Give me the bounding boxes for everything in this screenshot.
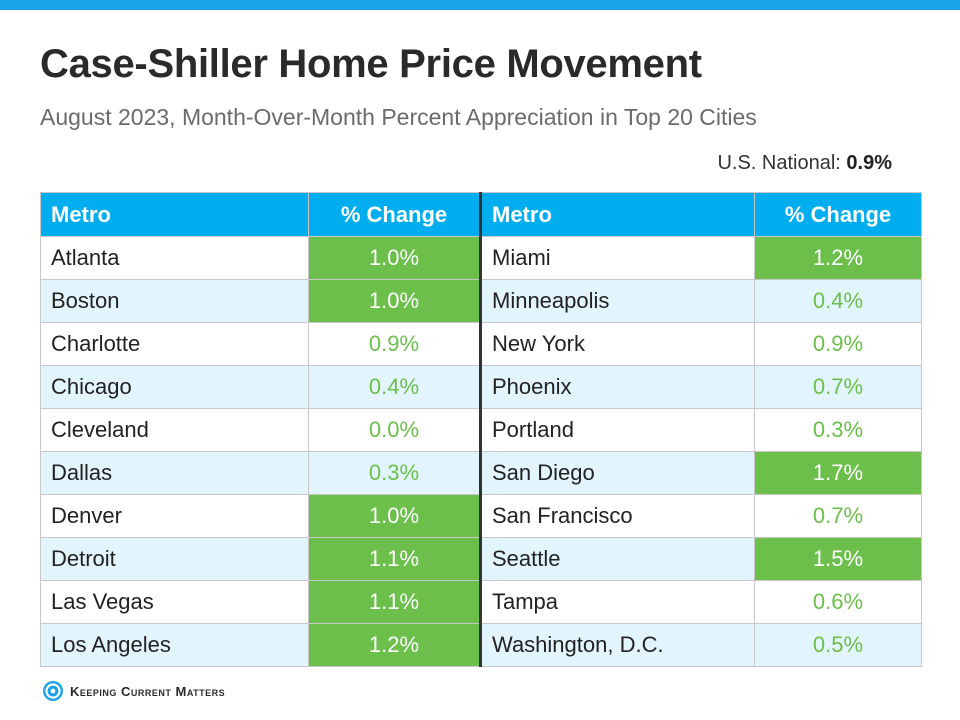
- kcm-logo: Keeping Current Matters: [42, 680, 225, 702]
- change-cell: 0.7%: [754, 494, 922, 538]
- metro-cell: Dallas: [40, 451, 309, 495]
- change-cell: 0.9%: [308, 322, 481, 366]
- table-row: Los Angeles 1.2% Washington, D.C. 0.5%: [40, 623, 922, 667]
- metro-cell: Chicago: [40, 365, 309, 409]
- page-title: Case-Shiller Home Price Movement: [40, 42, 702, 86]
- column-header-change-right: % Change: [754, 192, 922, 237]
- price-table: Metro % Change Metro % Change Atlanta 1.0…: [40, 192, 922, 667]
- table-header-row: Metro % Change Metro % Change: [40, 192, 922, 237]
- metro-cell: Atlanta: [40, 236, 309, 280]
- kcm-logo-icon: [43, 681, 63, 701]
- change-cell: 1.1%: [308, 580, 481, 624]
- table-body: Atlanta 1.0% Miami 1.2% Boston 1.0% Minneapoli…: [40, 236, 922, 667]
- change-cell: 1.1%: [308, 537, 481, 581]
- metro-cell: Las Vegas: [40, 580, 309, 624]
- national-figure: U.S. National: 0.9%: [717, 152, 892, 175]
- change-cell: 1.5%: [754, 537, 922, 581]
- change-cell: 1.7%: [754, 451, 922, 495]
- change-cell: 0.7%: [754, 365, 922, 409]
- change-cell: 1.2%: [308, 623, 481, 667]
- metro-cell: Washington, D.C.: [479, 623, 755, 667]
- table-row: Las Vegas 1.1% Tampa 0.6%: [40, 580, 922, 624]
- metro-cell: Seattle: [479, 537, 755, 581]
- metro-cell: Boston: [40, 279, 309, 323]
- metro-cell: Cleveland: [40, 408, 309, 452]
- change-cell: 0.0%: [308, 408, 481, 452]
- national-value: 0.9%: [846, 152, 892, 174]
- metro-cell: Tampa: [479, 580, 755, 624]
- table-row: Charlotte 0.9% New York 0.9%: [40, 322, 922, 366]
- change-cell: 0.6%: [754, 580, 922, 624]
- change-cell: 0.3%: [308, 451, 481, 495]
- metro-cell: New York: [479, 322, 755, 366]
- change-cell: 1.0%: [308, 279, 481, 323]
- change-cell: 1.0%: [308, 494, 481, 538]
- change-cell: 0.5%: [754, 623, 922, 667]
- page-subtitle: August 2023, Month-Over-Month Percent Ap…: [40, 104, 757, 130]
- metro-cell: Phoenix: [479, 365, 755, 409]
- table-row: Chicago 0.4% Phoenix 0.7%: [40, 365, 922, 409]
- metro-cell: Denver: [40, 494, 309, 538]
- table-row: Boston 1.0% Minneapolis 0.4%: [40, 279, 922, 323]
- table-row: Detroit 1.1% Seattle 1.5%: [40, 537, 922, 581]
- metro-cell: Los Angeles: [40, 623, 309, 667]
- table-row: Dallas 0.3% San Diego 1.7%: [40, 451, 922, 495]
- logo-text: Keeping Current Matters: [70, 683, 226, 699]
- metro-cell: Minneapolis: [479, 279, 755, 323]
- column-header-change-left: % Change: [308, 192, 481, 237]
- metro-cell: San Diego: [479, 451, 755, 495]
- metro-cell: Charlotte: [40, 322, 309, 366]
- top-accent-bar: [0, 0, 960, 10]
- change-cell: 0.9%: [754, 322, 922, 366]
- change-cell: 0.4%: [308, 365, 481, 409]
- national-label: U.S. National:: [717, 152, 841, 174]
- change-cell: 0.4%: [754, 279, 922, 323]
- column-header-metro-right: Metro: [479, 192, 755, 237]
- metro-cell: Miami: [479, 236, 755, 280]
- table-row: Atlanta 1.0% Miami 1.2%: [40, 236, 922, 280]
- metro-cell: Portland: [479, 408, 755, 452]
- table-row: Denver 1.0% San Francisco 0.7%: [40, 494, 922, 538]
- change-cell: 1.2%: [754, 236, 922, 280]
- metro-cell: Detroit: [40, 537, 309, 581]
- table-row: Cleveland 0.0% Portland 0.3%: [40, 408, 922, 452]
- change-cell: 0.3%: [754, 408, 922, 452]
- metro-cell: San Francisco: [479, 494, 755, 538]
- change-cell: 1.0%: [308, 236, 481, 280]
- column-header-metro-left: Metro: [40, 192, 309, 237]
